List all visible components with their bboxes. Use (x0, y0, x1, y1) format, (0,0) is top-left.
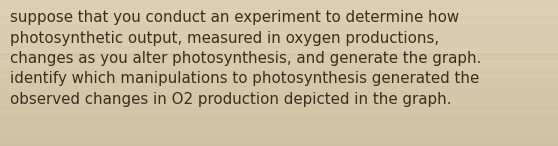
Text: suppose that you conduct an experiment to determine how
photosynthetic output, m: suppose that you conduct an experiment t… (10, 10, 482, 107)
